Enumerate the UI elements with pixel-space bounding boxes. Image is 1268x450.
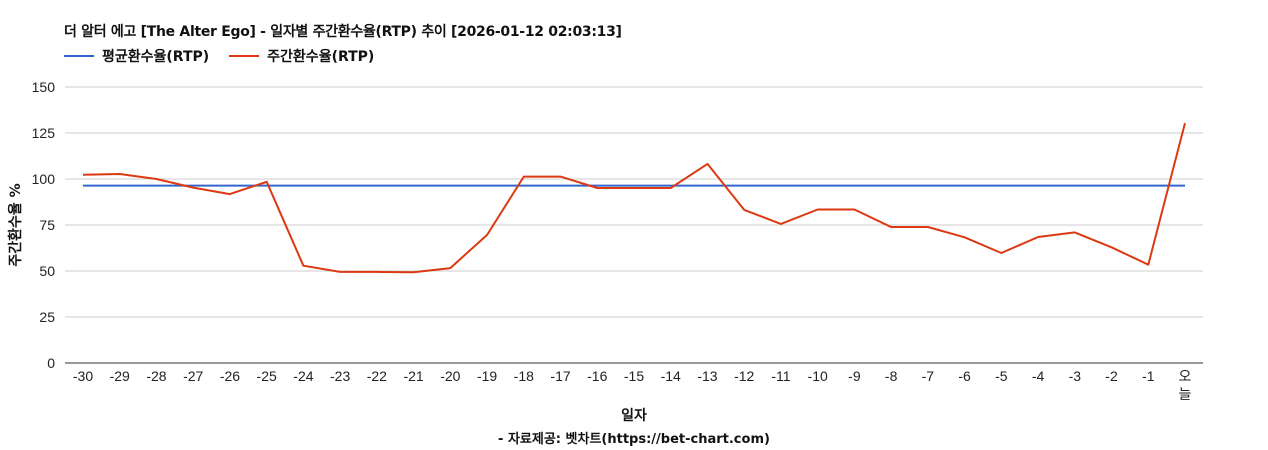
x-tick-label: -15 [624, 368, 644, 384]
x-tick-label: -2 [1105, 368, 1118, 384]
x-tick-label: -8 [885, 368, 898, 384]
x-tick-label: -10 [808, 368, 828, 384]
x-tick-label: -11 [771, 368, 790, 384]
x-tick-label: -5 [995, 368, 1008, 384]
x-axis-title: 일자 [621, 408, 647, 424]
x-tick-label: -14 [661, 368, 681, 384]
x-tick-label: -22 [367, 368, 387, 384]
gridlines [65, 86, 1203, 364]
y-tick-label: 0 [47, 355, 55, 371]
x-tick-label: -16 [587, 368, 607, 384]
x-tick-label: -4 [1032, 368, 1045, 384]
x-tick-label: -26 [220, 368, 240, 384]
x-tick-label: -6 [958, 368, 971, 384]
y-axis-ticks: 0 25 50 75 100 125 150 [32, 79, 56, 371]
series-lines [82, 122, 1186, 274]
legend-item-weekly[interactable]: 주간환수율(RTP) [229, 46, 374, 66]
y-tick-label: 150 [32, 79, 56, 95]
x-tick-label: -19 [477, 368, 497, 384]
x-tick-label: -12 [734, 368, 754, 384]
x-tick-label: -13 [697, 368, 717, 384]
y-tick-label: 75 [39, 217, 55, 233]
legend-line-icon [229, 55, 260, 57]
series-line[interactable] [82, 122, 1186, 274]
x-tick-label: -21 [403, 368, 423, 384]
x-tick-label: -29 [110, 368, 130, 384]
x-tick-label: -1 [1142, 368, 1155, 384]
x-tick-label: -28 [146, 368, 166, 384]
y-tick-label: 25 [39, 309, 55, 325]
legend: 평균환수율(RTP) 주간환수율(RTP) [64, 46, 394, 66]
x-tick-label: -24 [293, 368, 313, 384]
legend-label: 주간환수율(RTP) [267, 49, 375, 65]
legend-label: 평균환수율(RTP) [102, 49, 210, 65]
x-tick-label: -30 [73, 368, 93, 384]
x-tick-label: 오 [1179, 368, 1192, 384]
legend-line-icon [64, 55, 94, 57]
y-axis-title: 주간환수율 % [7, 183, 24, 266]
x-tick-label: -18 [514, 368, 534, 384]
x-tick-label: -7 [922, 368, 935, 384]
x-tick-label: -17 [550, 368, 570, 384]
x-tick-label: -27 [183, 368, 203, 384]
x-tick-label: -9 [848, 368, 861, 384]
source-credit: - 자료제공: 벳차트(https://bet-chart.com) [498, 432, 770, 447]
y-tick-label: 50 [39, 263, 55, 279]
x-axis-ticks: -30 -29 -28 -27 -26 -25 -24 -23 -22 -21 -20 -19 -18-… [73, 368, 1192, 402]
x-tick-label: -25 [257, 368, 277, 384]
y-tick-label: 100 [32, 171, 56, 187]
x-tick-label: 늘 [1179, 386, 1192, 402]
y-tick-label: 125 [32, 125, 56, 141]
chart-title: 더 알터 에고 [The Alter Ego] - 일자별 주간환수율(RTP)… [64, 24, 622, 40]
x-tick-label: -23 [330, 368, 350, 384]
x-tick-label: -20 [440, 368, 460, 384]
x-tick-label: -3 [1069, 368, 1082, 384]
legend-item-average[interactable]: 평균환수율(RTP) [64, 46, 209, 66]
